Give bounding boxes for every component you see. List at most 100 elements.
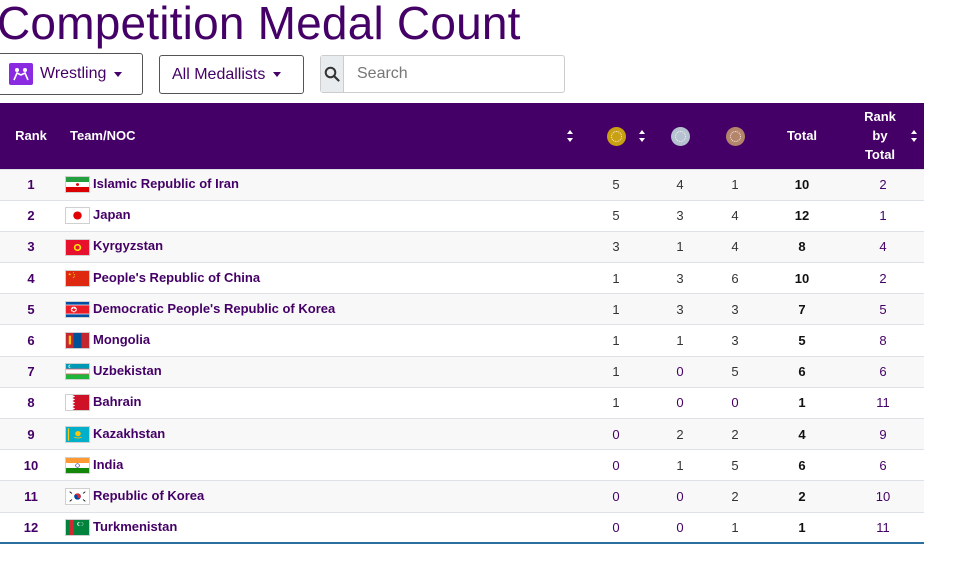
table-row[interactable]: 11 Republic of Korea 0 0 2 2 10 bbox=[0, 480, 924, 513]
gold-cell: 3 bbox=[612, 239, 620, 255]
table-row[interactable]: 6 Mongolia 1 1 3 5 8 bbox=[0, 324, 924, 357]
turkmenistan-flag-icon bbox=[65, 518, 90, 536]
team-cell[interactable]: Kazakhstan bbox=[62, 419, 580, 450]
iran-flag-icon bbox=[65, 176, 90, 194]
sport-dropdown-button[interactable]: Wrestling bbox=[0, 53, 143, 95]
mongolia-flag-icon bbox=[65, 332, 90, 350]
table-row[interactable]: 12 Turkmenistan 0 0 1 1 11 bbox=[0, 512, 924, 544]
bronze-cell: 4 bbox=[731, 239, 739, 255]
total-cell: 6 bbox=[798, 457, 806, 473]
bronze-cell: 3 bbox=[731, 301, 739, 317]
team-name[interactable]: India bbox=[93, 456, 124, 472]
team-cell[interactable]: Turkmenistan bbox=[62, 512, 580, 543]
team-cell[interactable]: India bbox=[62, 450, 580, 481]
header-total[interactable]: Total bbox=[786, 128, 818, 144]
team-cell[interactable]: Republic of Korea bbox=[62, 481, 580, 512]
japan-flag-icon bbox=[65, 207, 90, 225]
table-row[interactable]: 1 Islamic Republic of Iran 5 4 1 10 2 bbox=[0, 169, 924, 201]
team-cell[interactable]: Japan bbox=[62, 200, 580, 231]
rank-by-total-cell: 6 bbox=[879, 457, 887, 473]
team-name[interactable]: Kazakhstan bbox=[93, 425, 166, 441]
team-cell[interactable]: Uzbekistan bbox=[62, 356, 580, 387]
sport-dropdown-label: Wrestling bbox=[40, 65, 107, 82]
team-cell[interactable]: Kyrgyzstan bbox=[62, 231, 580, 262]
gold-cell: 0 bbox=[612, 488, 620, 504]
rank-cell: 9 bbox=[27, 426, 35, 442]
team-cell[interactable]: People's Republic of China bbox=[62, 263, 580, 294]
silver-cell: 4 bbox=[676, 177, 684, 193]
total-cell: 4 bbox=[798, 426, 806, 442]
header-bronze[interactable] bbox=[708, 103, 762, 169]
wrestling-icon bbox=[9, 63, 33, 85]
search-input[interactable] bbox=[344, 56, 564, 92]
rank-cell: 3 bbox=[27, 239, 35, 255]
total-cell: 2 bbox=[798, 488, 806, 504]
bronze-cell: 4 bbox=[731, 208, 739, 224]
table-row[interactable]: 2 Japan 5 3 4 12 1 bbox=[0, 200, 924, 232]
rank-cell: 8 bbox=[27, 395, 35, 411]
silver-cell: 0 bbox=[676, 519, 684, 535]
team-cell[interactable]: Bahrain bbox=[62, 387, 580, 418]
rank-by-total-cell: 1 bbox=[879, 208, 887, 224]
total-cell: 12 bbox=[794, 208, 810, 224]
table-row[interactable]: 3 Kyrgyzstan 3 1 4 8 4 bbox=[0, 231, 924, 263]
team-name[interactable]: Kyrgyzstan bbox=[93, 238, 164, 254]
gold-cell: 5 bbox=[612, 208, 620, 224]
rank-cell: 6 bbox=[27, 333, 35, 349]
medallist-filter-dropdown[interactable]: All Medallists bbox=[159, 55, 304, 94]
rank-cell: 7 bbox=[27, 364, 35, 380]
kazakhstan-flag-icon bbox=[65, 425, 90, 443]
header-rank-by-total[interactable]: Rank by Total bbox=[842, 103, 924, 169]
total-cell: 1 bbox=[798, 395, 806, 411]
team-name[interactable]: Democratic People's Republic of Korea bbox=[93, 300, 336, 316]
silver-medal-icon bbox=[670, 126, 690, 146]
gold-cell: 1 bbox=[612, 364, 620, 380]
medallist-filter-label: All Medallists bbox=[172, 65, 266, 83]
sort-icon bbox=[567, 129, 574, 142]
silver-cell: 0 bbox=[676, 364, 684, 380]
silver-cell: 1 bbox=[676, 239, 684, 255]
total-cell: 8 bbox=[798, 239, 806, 255]
header-silver[interactable] bbox=[652, 103, 708, 169]
team-name[interactable]: Islamic Republic of Iran bbox=[93, 176, 239, 192]
table-header-row: Rank Team/NOC Total Rank by Total bbox=[0, 103, 924, 169]
silver-cell: 0 bbox=[676, 488, 684, 504]
header-rank[interactable]: Rank bbox=[15, 128, 47, 144]
gold-cell: 1 bbox=[612, 301, 620, 317]
filter-controls: Wrestling All Medallists bbox=[0, 53, 953, 95]
rank-cell: 10 bbox=[23, 457, 39, 473]
table-row[interactable]: 8 Bahrain 1 0 0 1 11 bbox=[0, 387, 924, 419]
team-cell[interactable]: Mongolia bbox=[62, 325, 580, 356]
chevron-down-icon bbox=[273, 72, 282, 77]
table-row[interactable]: 10 India 0 1 5 6 6 bbox=[0, 449, 924, 481]
silver-cell: 3 bbox=[676, 270, 684, 286]
team-name[interactable]: Mongolia bbox=[93, 332, 151, 347]
team-cell[interactable]: Democratic People's Republic of Korea bbox=[62, 294, 580, 325]
gold-cell: 1 bbox=[612, 395, 620, 411]
kyrgyzstan-flag-icon bbox=[65, 238, 90, 256]
header-team[interactable]: Team/NOC bbox=[62, 103, 580, 169]
team-name[interactable]: Bahrain bbox=[93, 394, 142, 410]
table-row[interactable]: 5 Democratic People's Republic of Korea 1 3… bbox=[0, 293, 924, 325]
total-cell: 1 bbox=[798, 519, 806, 535]
sort-icon bbox=[911, 129, 918, 142]
rank-by-total-cell: 9 bbox=[879, 426, 887, 442]
team-name[interactable]: People's Republic of China bbox=[93, 269, 261, 285]
header-gold[interactable] bbox=[580, 103, 652, 169]
search-icon[interactable] bbox=[321, 56, 344, 92]
rank-cell: 11 bbox=[24, 488, 38, 504]
table-row[interactable]: 4 People's Republic of China 1 3 6 10 2 bbox=[0, 262, 924, 294]
table-row[interactable]: 7 Uzbekistan 1 0 5 6 6 bbox=[0, 356, 924, 388]
bronze-cell: 2 bbox=[731, 488, 739, 504]
silver-cell: 1 bbox=[676, 333, 684, 349]
team-name[interactable]: Japan bbox=[93, 207, 131, 223]
rank-cell: 2 bbox=[27, 208, 35, 224]
team-name[interactable]: Turkmenistan bbox=[93, 518, 178, 534]
gold-cell: 0 bbox=[612, 457, 620, 473]
bronze-cell: 6 bbox=[731, 270, 739, 286]
rank-cell: 1 bbox=[27, 177, 35, 193]
team-name[interactable]: Republic of Korea bbox=[93, 487, 205, 503]
team-cell[interactable]: Islamic Republic of Iran bbox=[62, 169, 580, 200]
table-row[interactable]: 9 Kazakhstan 0 2 2 4 9 bbox=[0, 418, 924, 450]
team-name[interactable]: Uzbekistan bbox=[93, 363, 162, 379]
